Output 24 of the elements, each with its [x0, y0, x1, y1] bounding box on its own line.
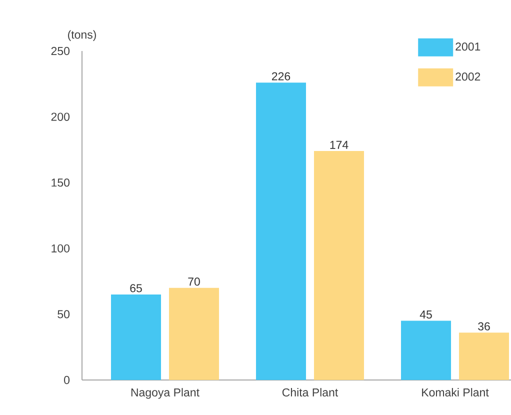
y-tick-label: 50 — [58, 310, 70, 318]
data-label: 65 — [130, 284, 142, 292]
y-tick-label: 250 — [51, 46, 70, 56]
y-tick-label: 100 — [52, 244, 70, 252]
bar — [111, 294, 161, 380]
legend-label: 2002 — [456, 72, 480, 81]
bar — [314, 151, 364, 380]
data-label: 70 — [188, 278, 200, 286]
data-label: 174 — [330, 140, 348, 149]
bar — [401, 320, 452, 380]
bar — [169, 288, 220, 380]
x-tick-label: Nagoya Plant — [131, 388, 200, 399]
y-tick-label: 200 — [51, 112, 70, 121]
y-tick-label: 150 — [52, 178, 70, 187]
data-label: 226 — [272, 72, 290, 80]
legend-label: 2001 — [456, 42, 480, 51]
bar — [256, 82, 306, 380]
data-label: 36 — [478, 322, 490, 330]
x-tick-label: Komaki Plant — [422, 388, 489, 396]
x-tick-label: Chita Plant — [282, 388, 338, 396]
y-axis-title: (tons) — [68, 30, 96, 41]
data-label: 45 — [420, 310, 432, 319]
y-tick-label: 0 — [64, 376, 70, 384]
bar — [459, 332, 510, 380]
